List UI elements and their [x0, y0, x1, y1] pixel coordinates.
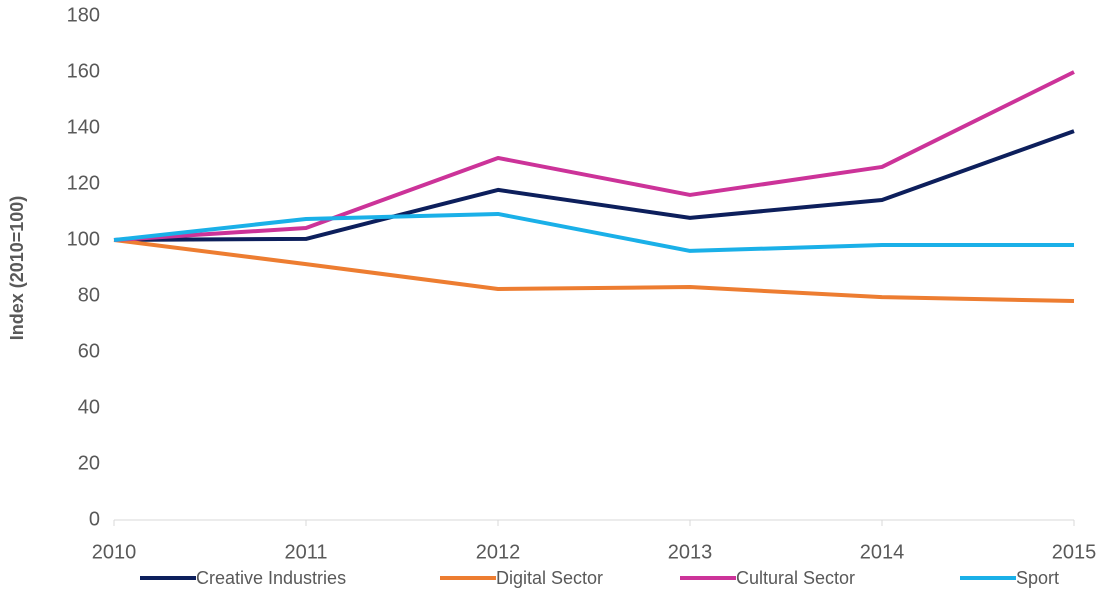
series-line: [113, 129, 1075, 242]
y-tick-label: 160: [67, 60, 100, 82]
y-tick-label: 0: [89, 508, 100, 530]
y-tick-label: 140: [67, 116, 100, 138]
legend-label: Sport: [1016, 568, 1059, 588]
x-tick-label: 2012: [476, 541, 521, 563]
x-tick-label: 2015: [1052, 541, 1097, 563]
legend-label: Creative Industries: [196, 568, 346, 588]
y-tick-label: 120: [67, 172, 100, 194]
y-tick-label: 60: [78, 340, 100, 362]
series-line: [113, 211, 1074, 253]
series-line: [113, 70, 1075, 242]
y-tick-label: 180: [67, 4, 100, 26]
y-tick-label: 80: [78, 284, 100, 306]
x-tick-label: 2013: [668, 541, 713, 563]
y-axis-title: Index (2010=100): [7, 196, 27, 341]
y-tick-label: 100: [67, 228, 100, 250]
legend-label: Digital Sector: [496, 568, 603, 588]
y-tick-label: 20: [78, 452, 100, 474]
x-tick-label: 2014: [860, 541, 905, 563]
y-tick-label: 40: [78, 396, 100, 418]
legend-label: Cultural Sector: [736, 568, 855, 588]
x-tick-label: 2011: [284, 541, 327, 563]
series-line: [113, 238, 1075, 304]
x-tick-label: 2010: [92, 541, 137, 563]
